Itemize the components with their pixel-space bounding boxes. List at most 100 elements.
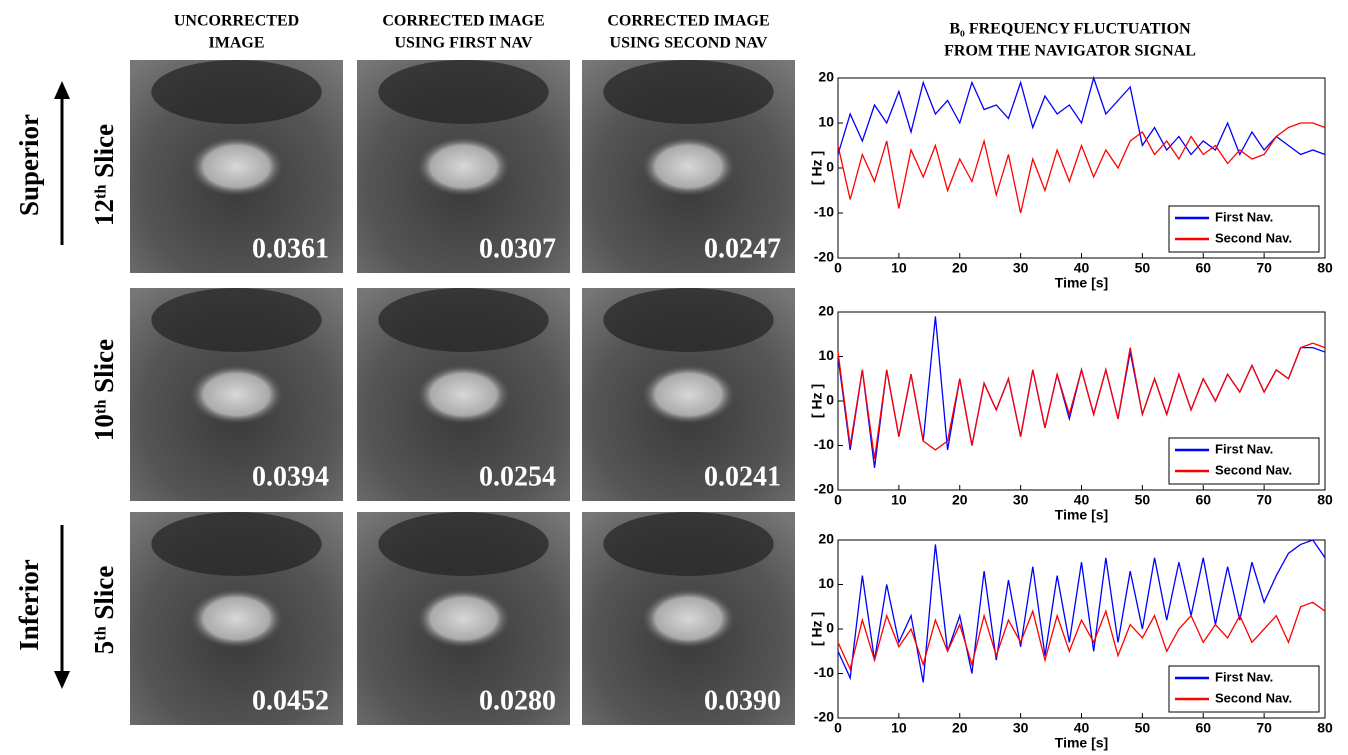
legend-label: First Nav. [1215,669,1273,684]
y-tick-label: -10 [814,204,834,220]
y-tick-label: 20 [818,69,834,85]
x-tick-label: 30 [1013,492,1029,508]
legend-label: First Nav. [1215,441,1273,456]
direction-label: Superior [14,114,44,216]
x-axis-label: Time [s] [1055,735,1108,751]
chart-title: FROM THE NAVIGATOR SIGNAL [944,43,1196,60]
data-line [837,601,1326,672]
x-tick-label: 0 [834,260,842,276]
spinal-cord [189,364,284,425]
x-tick-label: 30 [1013,260,1029,276]
arrow-head [54,671,70,689]
legend-box [1168,665,1320,713]
x-tick-label: 40 [1074,492,1090,508]
dark-region [151,512,322,576]
spinal-cord [641,136,736,197]
spinal-cord [416,136,511,197]
spinal-cord [189,136,284,197]
spinal-cord [641,588,736,649]
y-axis-label: [ Hz ] [809,612,825,646]
image-value: 0.0247 [704,233,781,264]
image-value: 0.0307 [479,233,556,264]
legend-label: Second Nav. [1215,690,1292,705]
dark-region [603,59,774,124]
x-tick-label: 10 [891,720,907,736]
x-tick-label: 0 [834,492,842,508]
y-axis-label: [ Hz ] [809,151,825,185]
dark-region [603,288,774,352]
x-tick-label: 20 [952,492,968,508]
spinal-cord [416,588,511,649]
legend-label: First Nav. [1215,209,1273,224]
column-header: CORRECTED IMAGE [382,13,544,30]
x-axis-label: Time [s] [1055,507,1108,523]
arrow-head [54,81,70,99]
legend-label: Second Nav. [1215,462,1292,477]
dark-region [378,59,549,124]
column-header: USING FIRST NAV [394,35,533,52]
y-tick-label: 20 [818,531,834,547]
y-tick-label: -20 [814,481,834,497]
row-label: 12ᵗʰ Slice [89,124,119,226]
x-tick-label: 0 [834,720,842,736]
image-value: 0.0394 [252,461,329,492]
image-value: 0.0280 [479,685,556,716]
dark-region [151,59,322,124]
data-line [837,539,1326,683]
y-tick-label: 0 [826,620,834,636]
y-tick-label: 10 [818,347,834,363]
legend-box [1168,437,1320,485]
dark-region [603,512,774,576]
image-value: 0.0452 [252,685,329,716]
image-value: 0.0241 [704,461,781,492]
y-tick-label: 10 [818,575,834,591]
x-tick-label: 20 [952,720,968,736]
x-tick-label: 40 [1074,720,1090,736]
direction-label: Inferior [14,559,44,650]
y-tick-label: -20 [814,249,834,265]
row-label: 5ᵗʰ Slice [89,566,119,655]
dark-region [378,288,549,352]
column-header: CORRECTED IMAGE [607,13,769,30]
x-tick-label: 80 [1317,492,1333,508]
dark-region [151,288,322,352]
image-value: 0.0361 [252,233,329,264]
x-tick-label: 20 [952,260,968,276]
x-tick-label: 50 [1135,720,1151,736]
data-line [837,122,1326,214]
column-header: USING SECOND NAV [610,35,768,52]
row-label: 10ᵗʰ Slice [89,339,119,441]
x-axis-label: Time [s] [1055,275,1108,291]
y-tick-label: 0 [826,392,834,408]
y-axis-label: [ Hz ] [809,384,825,418]
x-tick-label: 50 [1135,260,1151,276]
spinal-cord [416,364,511,425]
y-tick-label: 0 [826,159,834,175]
x-tick-label: 60 [1195,492,1211,508]
data-line [837,342,1326,459]
x-tick-label: 70 [1256,260,1272,276]
x-tick-label: 10 [891,492,907,508]
legend-box [1168,205,1320,253]
x-tick-label: 80 [1317,720,1333,736]
y-tick-label: -10 [814,436,834,452]
x-tick-label: 30 [1013,720,1029,736]
chart-title: B₀ FREQUENCY FLUCTUATION [949,21,1191,38]
data-line [837,75,1326,157]
y-tick-label: 20 [818,303,834,319]
column-header: IMAGE [209,35,265,52]
y-tick-label: -20 [814,709,834,725]
x-tick-label: 50 [1135,492,1151,508]
x-tick-label: 70 [1256,720,1272,736]
dark-region [378,512,549,576]
image-value: 0.0254 [479,461,556,492]
x-tick-label: 60 [1195,260,1211,276]
legend-label: Second Nav. [1215,230,1292,245]
y-tick-label: -10 [814,664,834,680]
image-value: 0.0390 [704,685,781,716]
x-tick-label: 40 [1074,260,1090,276]
column-header: UNCORRECTED [174,13,299,30]
x-tick-label: 80 [1317,260,1333,276]
x-tick-label: 70 [1256,492,1272,508]
